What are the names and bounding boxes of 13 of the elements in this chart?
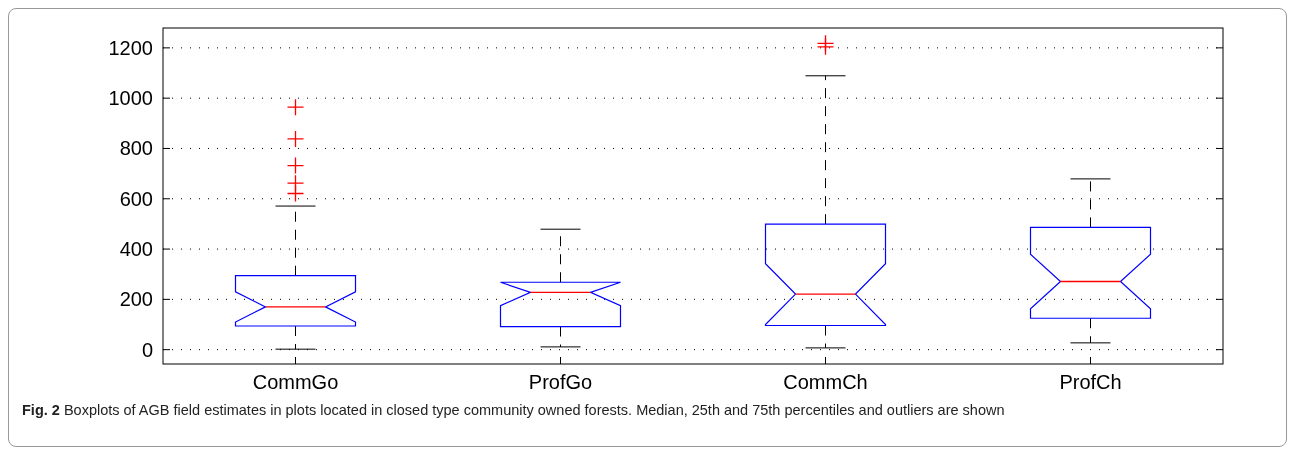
x-tick-label: ProfCh <box>1059 371 1122 393</box>
y-tick-label: 800 <box>119 137 153 160</box>
y-tick-label: 200 <box>119 288 153 311</box>
x-tick-label: CommCh <box>783 371 868 393</box>
text: Fig. 2 <box>22 402 60 418</box>
y-tick-label: 400 <box>119 238 153 261</box>
y-tick-label: 1200 <box>108 36 153 59</box>
y-tick-label: 600 <box>119 187 153 210</box>
x-tick-label: ProfGo <box>528 371 593 393</box>
x-tick-label: CommGo <box>252 371 339 393</box>
y-tick-label: 1000 <box>108 87 153 110</box>
text: Boxplots of AGB field estimates in plots located in closed type community owned forests. Median, 25th and 75th percentiles and outliers are shown <box>63 402 1005 418</box>
y-tick-label: 0 <box>141 338 153 361</box>
